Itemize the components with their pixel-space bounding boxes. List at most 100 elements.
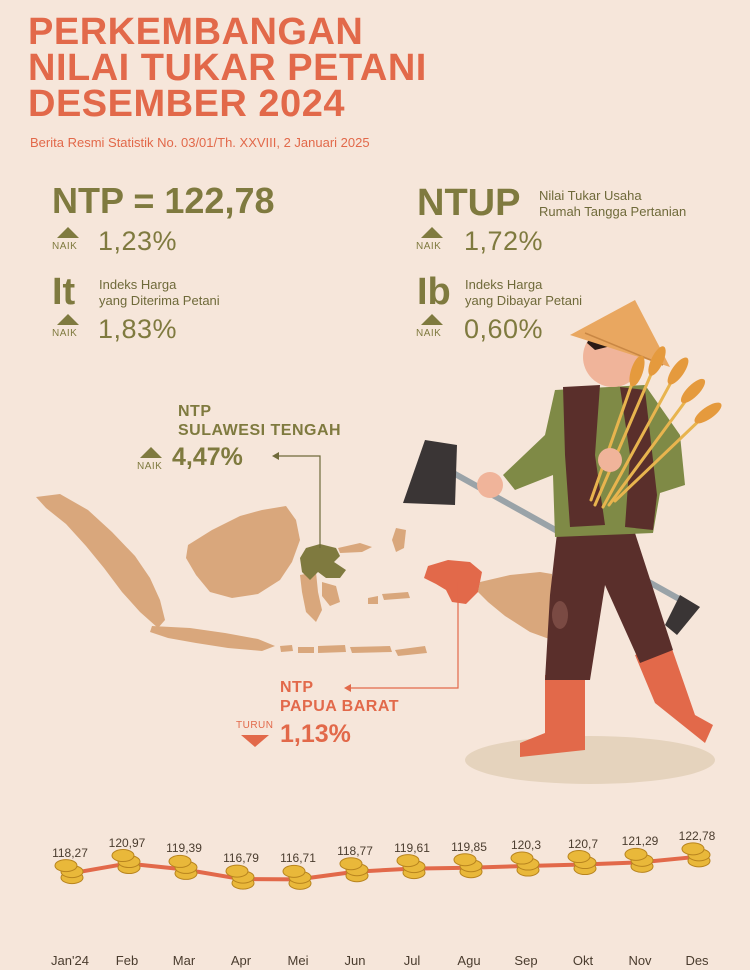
trousers: [545, 533, 673, 680]
up-arrow-icon: [57, 314, 79, 325]
buru-island: [368, 596, 378, 604]
data-label: 119,39: [166, 841, 202, 856]
title-line-3: DESEMBER 2024: [28, 83, 345, 125]
data-label: 119,61: [394, 840, 430, 855]
month-tick-label: Okt: [572, 953, 594, 968]
ib-description: Indeks Harga yang Dibayar Petani: [465, 277, 582, 309]
flores-island: [350, 646, 392, 653]
papua-leader-line: [348, 582, 459, 689]
sulawesi-southeast: [322, 582, 340, 606]
knee-patch: [552, 601, 568, 629]
kalimantan-island: [186, 506, 300, 598]
map-islands: [36, 494, 552, 656]
data-label: 116,71: [280, 851, 316, 866]
coin-stack-icon: [510, 851, 540, 877]
sulteng-label: NTP SULAWESI TENGAH: [178, 402, 341, 440]
halmahera-island: [392, 528, 406, 552]
month-tick-label: Jun: [344, 953, 366, 968]
papua-line-1: NTP: [280, 679, 314, 696]
farmer-illustration: [403, 300, 722, 784]
ib-desc-line-2: yang Dibayar Petani: [465, 293, 583, 308]
ntp-change: 1,23%: [98, 226, 178, 256]
java-island: [150, 626, 275, 651]
papua-barat-region: [424, 560, 482, 604]
ntup-desc-line-1: Nilai Tukar Usaha: [539, 188, 642, 203]
sumbawa-island: [318, 645, 346, 653]
papua-change: 1,13%: [280, 720, 351, 748]
page-title: PERKEMBANGAN NILAI TUKAR PETANI DESEMBER…: [28, 11, 588, 125]
up-arrow-icon: [421, 314, 443, 325]
coin-stack-icon: [681, 842, 711, 868]
data-label: 116,79: [223, 851, 259, 866]
right-boot: [635, 643, 713, 743]
month-tick-label: Mei: [287, 953, 309, 968]
coin-stack-icon: [54, 859, 84, 885]
chart-coin-layer: [54, 842, 711, 890]
month-tick-label: Jul: [403, 953, 421, 968]
farmer-hat: [570, 300, 670, 367]
sulteng-leader-line: [275, 455, 321, 548]
left-boot: [520, 675, 585, 757]
coin-stack-icon: [339, 857, 369, 883]
papua-line-2: PAPUA BARAT: [280, 698, 399, 715]
papua-island: [478, 572, 552, 640]
ntp-monthly-chart: [54, 842, 711, 890]
lombok-island: [298, 647, 314, 653]
month-tick-label: Sep: [514, 953, 538, 968]
farmer-hand-holding: [598, 448, 622, 472]
coin-stack-icon: [225, 864, 255, 890]
up-arrow-icon: [140, 447, 162, 458]
sumatra-island: [36, 494, 165, 628]
ib-code: Ib: [417, 271, 451, 313]
coin-stack-icon: [567, 850, 597, 876]
coin-stack-icon: [282, 864, 312, 890]
it-direction: NAIK: [52, 328, 78, 339]
coin-stack-icon: [396, 854, 426, 880]
papua-direction: TURUN: [236, 720, 274, 731]
month-tick-label: Feb: [115, 953, 139, 968]
farmer-hand: [477, 472, 503, 498]
data-label: 120,97: [108, 835, 146, 850]
it-change: 1,83%: [98, 314, 178, 344]
sulteng-leader-arrow: [272, 452, 279, 460]
papua-leader-arrow: [344, 684, 351, 692]
data-label: 119,85: [451, 839, 487, 854]
it-code: It: [52, 271, 76, 313]
up-arrow-icon: [57, 227, 79, 238]
hoe-tip: [665, 595, 700, 635]
month-tick-label: Jan'24: [51, 953, 89, 968]
ntup-desc-line-2: Rumah Tangga Pertanian: [539, 204, 687, 219]
hat-line: [584, 332, 664, 366]
month-tick-label: Agu: [457, 953, 481, 968]
ntp-direction: NAIK: [52, 241, 78, 252]
it-desc-line-1: Indeks Harga: [99, 277, 177, 292]
papua-label: NTP PAPUA BARAT: [280, 678, 399, 716]
data-label: 118,77: [337, 843, 373, 858]
ntup-code: NTUP: [417, 182, 521, 224]
data-label: 120,7: [567, 836, 599, 851]
timor-island: [395, 646, 427, 656]
data-label: 122,78: [678, 828, 716, 843]
ib-direction: NAIK: [416, 328, 442, 339]
down-arrow-icon: [241, 735, 269, 747]
it-description: Indeks Harga yang Diterima Petani: [99, 277, 220, 309]
sulteng-change: 4,47%: [172, 443, 243, 471]
ntp-value: NTP = 122,78: [52, 180, 275, 221]
data-label: 120,3: [510, 838, 542, 853]
month-tick-label: Apr: [230, 953, 252, 968]
title-line-1: PERKEMBANGAN: [28, 11, 364, 53]
bali-island: [280, 645, 293, 652]
month-tick-label: Des: [685, 953, 709, 968]
release-reference: Berita Resmi Statistik No. 03/01/Th. XXV…: [30, 135, 370, 150]
ib-desc-line-1: Indeks Harga: [465, 277, 543, 292]
indonesia-map: [36, 452, 552, 692]
sulawesi-north: [338, 543, 372, 553]
data-label: 121,29: [621, 834, 659, 849]
wheat-bundle: [589, 363, 707, 509]
coin-stack-icon: [111, 849, 141, 875]
hoe-blade: [403, 440, 457, 505]
sulteng-line-2: SULAWESI TENGAH: [178, 422, 342, 439]
month-tick-label: Mar: [172, 953, 196, 968]
sulawesi-south: [300, 572, 322, 622]
coin-stack-icon: [168, 854, 198, 880]
